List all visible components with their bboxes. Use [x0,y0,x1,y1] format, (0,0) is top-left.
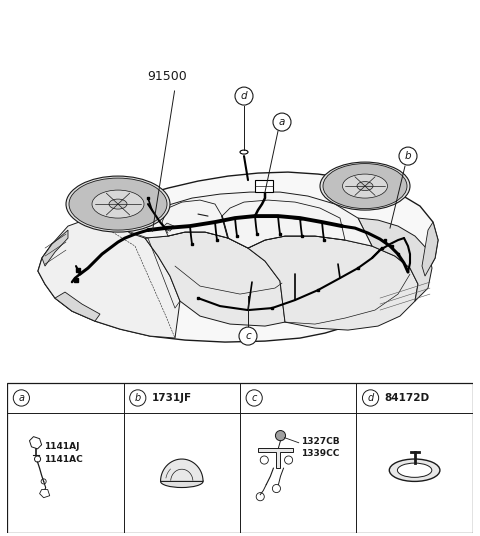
Polygon shape [42,230,68,266]
Circle shape [246,390,262,406]
Ellipse shape [389,459,440,481]
Text: 1327CB: 1327CB [301,437,339,446]
Text: 91500: 91500 [147,70,187,83]
Ellipse shape [69,178,167,230]
Polygon shape [145,232,285,326]
Circle shape [273,113,291,131]
Ellipse shape [320,162,410,210]
Ellipse shape [397,463,432,478]
Ellipse shape [240,150,248,154]
Text: c: c [245,331,251,341]
Ellipse shape [357,182,373,191]
Ellipse shape [343,174,387,198]
Polygon shape [29,437,42,449]
Polygon shape [358,218,432,301]
Polygon shape [38,218,180,338]
Ellipse shape [92,190,144,218]
Text: c: c [252,393,257,403]
Ellipse shape [323,163,407,209]
Circle shape [130,390,146,406]
Polygon shape [38,172,438,342]
Text: a: a [18,393,24,403]
Polygon shape [118,192,372,248]
Ellipse shape [109,199,127,209]
Circle shape [235,87,253,105]
Polygon shape [162,223,174,231]
Ellipse shape [66,176,170,232]
Polygon shape [160,459,203,481]
Circle shape [276,430,286,441]
Bar [255,180,273,192]
Circle shape [399,147,417,165]
Polygon shape [422,222,438,276]
Text: 1731JF: 1731JF [152,393,192,403]
Polygon shape [248,236,418,330]
Text: d: d [240,91,247,101]
Text: 1339CC: 1339CC [301,450,339,458]
Text: d: d [368,393,374,403]
Circle shape [362,390,379,406]
Ellipse shape [160,475,203,488]
Text: 1141AC: 1141AC [44,455,83,464]
Text: b: b [135,393,141,403]
Text: 1141AJ: 1141AJ [44,442,79,451]
Circle shape [239,327,257,345]
Polygon shape [55,292,100,321]
Text: a: a [279,117,285,127]
Polygon shape [39,489,50,498]
Text: b: b [405,151,411,161]
Polygon shape [258,448,293,468]
Text: 84172D: 84172D [385,393,430,403]
Circle shape [13,390,29,406]
